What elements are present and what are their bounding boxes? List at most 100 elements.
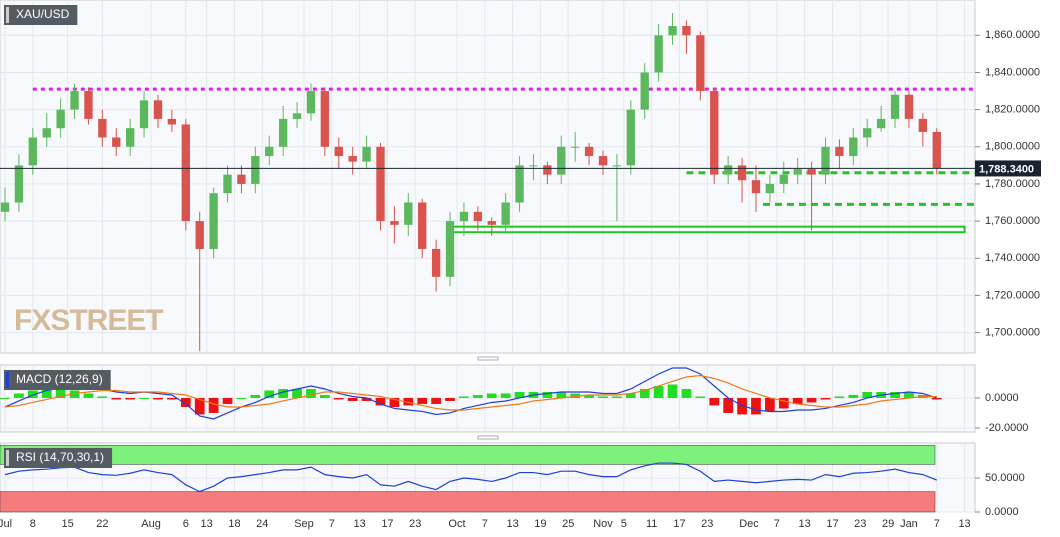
histogram-bar [792, 397, 803, 404]
x-tick-label: 25 [562, 518, 574, 530]
x-tick-label: 13 [958, 518, 970, 530]
candle-body [682, 26, 691, 36]
histogram-bar [737, 397, 747, 415]
histogram-bar [333, 397, 344, 400]
panel-divider-handle [477, 435, 499, 440]
indicator-line [4, 462, 937, 493]
y-tick-label: 50.0000 [985, 472, 1025, 484]
y-tick-label: 1,820.0000 [985, 104, 1040, 116]
histogram-bar [222, 397, 233, 404]
x-tick-label: 6 [183, 518, 189, 530]
x-tick-label: Dec [739, 518, 759, 530]
histogram-bar [931, 397, 942, 400]
histogram-bar [848, 394, 859, 398]
histogram-bar [556, 391, 567, 398]
x-tick-label: 13 [354, 518, 366, 530]
histogram-bar [681, 388, 692, 398]
candle-body [348, 156, 357, 162]
histogram-bar [153, 397, 163, 400]
x-tick-label: 17 [673, 518, 685, 530]
panel-title: XAU/USD [16, 7, 70, 21]
candle-body [112, 137, 121, 147]
histogram-bar [862, 391, 873, 398]
candle-body [390, 221, 399, 225]
candle-body [195, 221, 204, 249]
histogram-bar [639, 388, 650, 398]
histogram-bar [778, 397, 789, 409]
x-tick-label: 23 [409, 518, 421, 530]
panel-bg [0, 0, 976, 354]
x-tick-label: 24 [256, 518, 268, 530]
candle-body [890, 94, 900, 119]
candle-body [487, 221, 496, 225]
panel-divider-handle [477, 356, 499, 361]
x-tick-label: 13 [799, 518, 811, 530]
x-tick-label: 13 [506, 518, 518, 530]
rsi-band [0, 445, 936, 465]
candle-body [557, 146, 566, 175]
candle-body [431, 248, 441, 277]
candle-body [737, 165, 747, 181]
histogram-bar [820, 397, 831, 400]
x-tick-label: Jul [0, 518, 12, 530]
candle-body [571, 146, 580, 148]
histogram-bar [723, 397, 734, 413]
candle-body [292, 113, 302, 119]
histogram-bar [431, 397, 441, 404]
candle-body [932, 131, 941, 169]
x-tick-label: Aug [141, 518, 161, 530]
histogram-bar [125, 397, 136, 400]
histogram-bar [292, 388, 302, 398]
candle-body [56, 109, 65, 129]
candle-body [14, 165, 24, 203]
histogram-bar [584, 394, 594, 398]
candle-body [751, 180, 761, 194]
panel-label-accent [6, 7, 9, 23]
panel-label: XAU/USD [4, 5, 78, 25]
candle-body [418, 202, 427, 249]
x-tick-label: 13 [201, 518, 213, 530]
candle-body [84, 91, 93, 119]
candle-body [70, 91, 79, 110]
histogram-bar [264, 390, 275, 398]
histogram-bar [765, 397, 775, 412]
histogram-bar [834, 396, 845, 398]
candle-body [654, 35, 663, 73]
x-tick-label: 7 [482, 518, 488, 530]
x-tick-label: Oct [448, 518, 465, 530]
histogram-bar [570, 393, 581, 398]
candle-body [473, 211, 483, 222]
histogram-bar [139, 397, 149, 399]
candle-body [501, 202, 510, 225]
candle-body [821, 146, 830, 175]
y-tick-label: 1,700.0000 [985, 326, 1040, 338]
candle-body [696, 35, 705, 92]
candle-body [153, 100, 163, 119]
candle-body [863, 128, 872, 138]
candle-body [876, 118, 886, 129]
candle-body [640, 72, 649, 110]
candle-body [612, 165, 622, 167]
histogram-bar [69, 390, 80, 398]
candle-body [181, 124, 190, 222]
candle-body [167, 118, 177, 125]
histogram-bar [417, 397, 428, 404]
histogram-bar [389, 397, 400, 407]
histogram-bar [695, 396, 706, 398]
candle-body [209, 193, 218, 249]
candle-body [28, 137, 37, 166]
x-tick-label: 7 [774, 518, 780, 530]
y-tick-label: 1,860.0000 [985, 29, 1040, 41]
x-tick-label: Nov [593, 518, 613, 530]
histogram-bar [904, 391, 914, 398]
histogram-bar [41, 388, 52, 398]
x-tick-label: 7 [934, 518, 940, 530]
histogram-bar [236, 397, 247, 399]
candle-body [306, 91, 316, 114]
histogram-bar [14, 393, 24, 398]
panel-title: MACD (12,26,9) [16, 372, 103, 386]
x-tick-label: 23 [854, 518, 866, 530]
histogram-bar [361, 397, 372, 401]
candle-body [139, 100, 149, 129]
indicator-line [4, 374, 937, 411]
